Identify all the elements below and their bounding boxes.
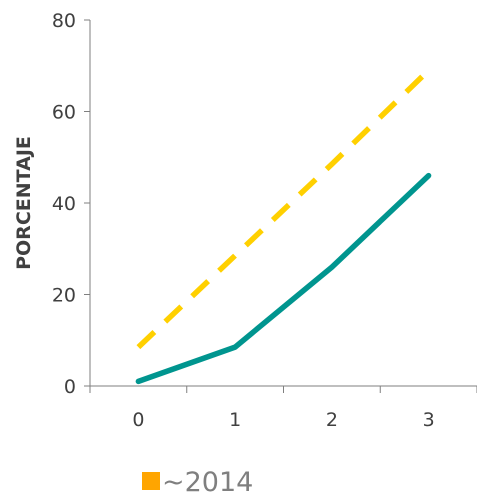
y-tick-label: 60 (52, 102, 76, 124)
x-tick-label: 3 (423, 409, 435, 431)
x-tick-label: 2 (326, 409, 338, 431)
legend-label: ~2014 (162, 467, 253, 498)
legend-swatch (142, 472, 160, 490)
axes: 0 20 40 60 80 0 1 2 3 (52, 10, 477, 431)
y-tick-label: 0 (64, 376, 76, 398)
y-axis-title: PORCENTAJE (13, 136, 35, 270)
x-tick-label: 0 (132, 409, 144, 431)
series-line-1 (136, 68, 431, 350)
y-tick-label: 40 (52, 193, 76, 215)
legend: ~2014 (142, 467, 253, 498)
y-tick-label: 80 (52, 10, 76, 32)
x-tick-label: 1 (229, 409, 241, 431)
y-tick-label: 20 (52, 285, 76, 307)
series-line-2 (135, 172, 432, 385)
series-layer (135, 68, 432, 385)
